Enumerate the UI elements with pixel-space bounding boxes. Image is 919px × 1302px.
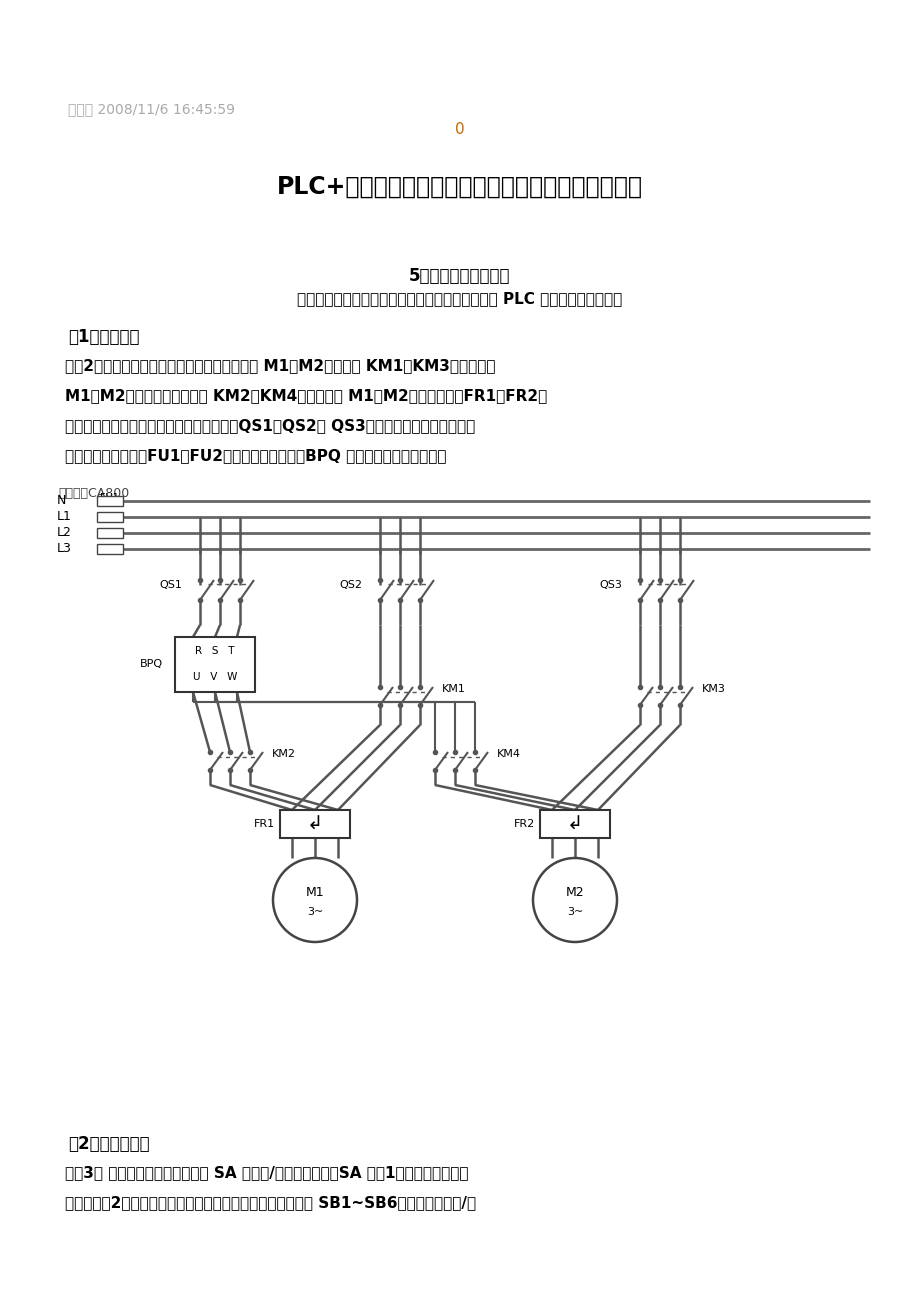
Text: QS1: QS1 (159, 579, 182, 590)
Text: L3: L3 (57, 543, 72, 556)
Text: PLC+风光变频器的小区恒压供水控制应用实例（二）: PLC+风光变频器的小区恒压供水控制应用实例（二） (277, 174, 642, 199)
Bar (96, 529, 123, 538)
Text: 版权所有CA800: 版权所有CA800 (58, 487, 129, 500)
Bar (539, 810, 609, 838)
Text: L1: L1 (57, 510, 72, 523)
Text: 如图2所示为电控系统主电路。二台电机分别为 M1、M2。接触器 KM1、KM3，分别控制: 如图2所示为电控系统主电路。二台电机分别为 M1、M2。接触器 KM1、KM3，… (65, 358, 495, 372)
Text: KM2: KM2 (272, 749, 296, 759)
Text: R   S   T: R S T (195, 646, 234, 656)
Text: 0: 0 (455, 122, 464, 137)
Bar (96, 512, 123, 522)
Text: M1: M1 (305, 885, 324, 898)
Text: KM4: KM4 (496, 749, 520, 759)
Text: ↲: ↲ (306, 815, 323, 833)
Text: M2: M2 (565, 885, 584, 898)
Text: ↲: ↲ (566, 815, 583, 833)
Bar (96, 544, 123, 553)
Text: FU1: FU1 (100, 493, 119, 503)
Circle shape (532, 858, 617, 943)
Text: 主电路的隔离开关；FU1、FU2为主电路的燕断器；BPQ 为风光供水专用变频器。: 主电路的隔离开关；FU1、FU2为主电路的燕断器；BPQ 为风光供水专用变频器。 (65, 448, 446, 464)
Text: N: N (57, 495, 66, 508)
Text: 3~: 3~ (307, 907, 323, 917)
Text: 状态，打在2的状态为自动控制状态。手动运行时，可用按鈕 SB1~SB6控制二台泵的起/停: 状态，打在2的状态为自动控制状态。手动运行时，可用按鈕 SB1~SB6控制二台泵… (65, 1195, 476, 1210)
Text: FR2: FR2 (513, 819, 535, 829)
Text: 5电气控制系统原理图: 5电气控制系统原理图 (409, 267, 510, 285)
Text: 如图3所 示为电控系统电路。图中 SA 为手动/自动转换开关，SA 打在1的位置为手动控制: 如图3所 示为电控系统电路。图中 SA 为手动/自动转换开关，SA 打在1的位置… (65, 1165, 468, 1180)
Text: BPQ: BPQ (140, 660, 163, 669)
Text: U   V   W: U V W (193, 672, 237, 682)
Circle shape (273, 858, 357, 943)
Bar (279, 810, 349, 838)
Text: KM3: KM3 (701, 684, 725, 694)
Text: KM1: KM1 (441, 684, 465, 694)
Text: 发表于 2008/11/6 16:45:59: 发表于 2008/11/6 16:45:59 (68, 102, 234, 116)
Text: L2: L2 (57, 526, 72, 539)
Text: QS3: QS3 (598, 579, 621, 590)
Bar (175, 637, 255, 691)
Text: （2）控制电路图: （2）控制电路图 (68, 1135, 150, 1154)
Text: QS2: QS2 (338, 579, 361, 590)
Text: FR1: FR1 (254, 819, 275, 829)
Text: 别为二台水泵电机过载保护用的热继电器；QS1、QS2和 QS3分别为变频器和二台泵电机: 别为二台水泵电机过载保护用的热继电器；QS1、QS2和 QS3分别为变频器和二台… (65, 418, 475, 434)
Bar (96, 496, 123, 506)
Text: 电气控制系统原理图包括主电路图、控制电路图及 PLC 外围接线图三部分。: 电气控制系统原理图包括主电路图、控制电路图及 PLC 外围接线图三部分。 (297, 292, 622, 306)
Text: 3~: 3~ (566, 907, 583, 917)
Text: （1）主电路图: （1）主电路图 (68, 328, 140, 346)
Text: M1、M2的工频运行；接触器 KM2、KM4，分别控制 M1、M2的变频运行；FR1、FR2分: M1、M2的工频运行；接触器 KM2、KM4，分别控制 M1、M2的变频运行；F… (65, 388, 547, 404)
